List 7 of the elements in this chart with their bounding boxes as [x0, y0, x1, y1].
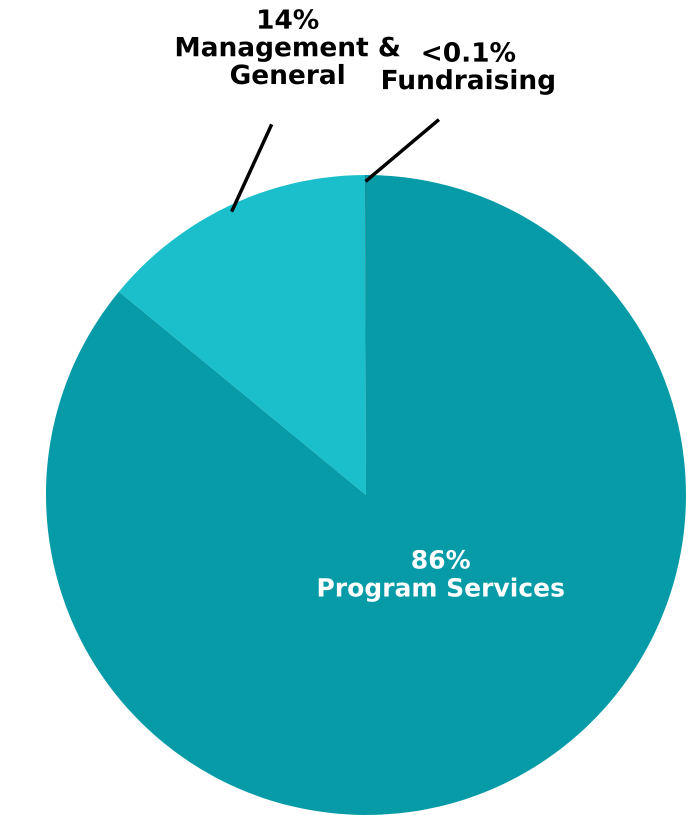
- data-label: <0.1%: [423, 42, 516, 62]
- data-label: 86%: [412, 550, 470, 569]
- pie-slice: [118, 175, 366, 495]
- slice-label: Fundraising: [383, 69, 554, 95]
- data-label: 14%: [259, 9, 318, 30]
- pie-slice: [46, 175, 686, 815]
- slice-label: Program Services: [318, 577, 564, 602]
